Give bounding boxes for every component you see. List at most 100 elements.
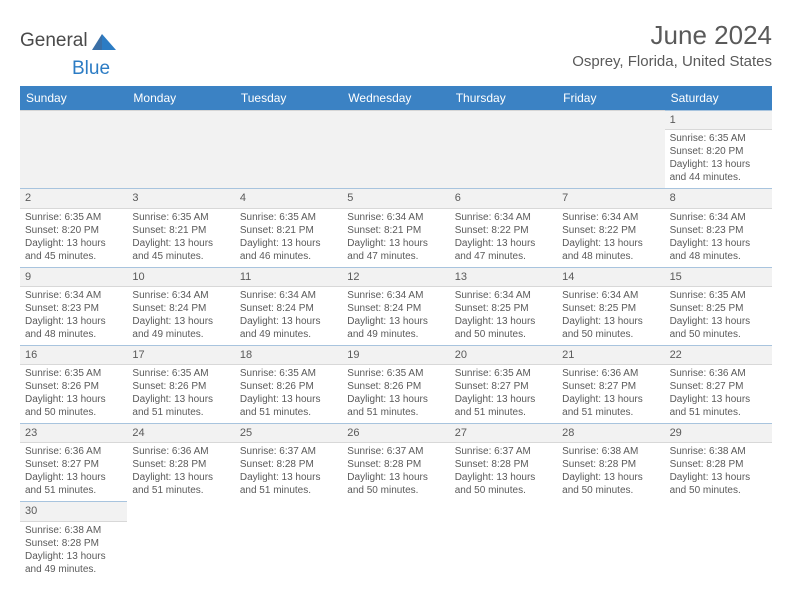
daylight-text: Daylight: 13 hours and 50 minutes. xyxy=(455,471,552,497)
calendar-day-cell: 13Sunrise: 6:34 AMSunset: 8:25 PMDayligh… xyxy=(450,267,557,345)
daylight-text: Daylight: 13 hours and 47 minutes. xyxy=(455,237,552,263)
daylight-text: Daylight: 13 hours and 48 minutes. xyxy=(25,315,122,341)
weekday-header: Wednesday xyxy=(342,86,449,110)
sunset-text: Sunset: 8:23 PM xyxy=(25,302,122,315)
calendar-row: 16Sunrise: 6:35 AMSunset: 8:26 PMDayligh… xyxy=(20,345,772,423)
sunset-text: Sunset: 8:21 PM xyxy=(347,224,444,237)
sunrise-text: Sunrise: 6:34 AM xyxy=(347,289,444,302)
daylight-text: Daylight: 13 hours and 51 minutes. xyxy=(240,471,337,497)
sunrise-text: Sunrise: 6:37 AM xyxy=(240,445,337,458)
daylight-text: Daylight: 13 hours and 51 minutes. xyxy=(347,393,444,419)
calendar-row: 9Sunrise: 6:34 AMSunset: 8:23 PMDaylight… xyxy=(20,267,772,345)
day-number: 2 xyxy=(20,189,127,208)
sunrise-text: Sunrise: 6:36 AM xyxy=(25,445,122,458)
calendar-empty-cell xyxy=(20,110,127,188)
daylight-text: Daylight: 13 hours and 51 minutes. xyxy=(562,393,659,419)
calendar-day-cell: 22Sunrise: 6:36 AMSunset: 8:27 PMDayligh… xyxy=(665,345,772,423)
calendar-empty-cell xyxy=(235,501,342,579)
day-number: 1 xyxy=(665,111,772,130)
day-number: 19 xyxy=(342,346,449,365)
sunrise-text: Sunrise: 6:35 AM xyxy=(240,211,337,224)
calendar-empty-cell xyxy=(127,110,234,188)
sunrise-text: Sunrise: 6:34 AM xyxy=(562,289,659,302)
sunset-text: Sunset: 8:27 PM xyxy=(562,380,659,393)
brand-name-1: General xyxy=(20,30,88,52)
day-number: 3 xyxy=(127,189,234,208)
day-number: 7 xyxy=(557,189,664,208)
title-block: June 2024 Osprey, Florida, United States xyxy=(572,20,772,70)
daylight-text: Daylight: 13 hours and 50 minutes. xyxy=(25,393,122,419)
calendar-header-row: SundayMondayTuesdayWednesdayThursdayFrid… xyxy=(20,86,772,110)
sunrise-text: Sunrise: 6:35 AM xyxy=(25,211,122,224)
calendar-day-cell: 14Sunrise: 6:34 AMSunset: 8:25 PMDayligh… xyxy=(557,267,664,345)
sunrise-text: Sunrise: 6:36 AM xyxy=(670,367,767,380)
day-number: 13 xyxy=(450,268,557,287)
calendar-day-cell: 21Sunrise: 6:36 AMSunset: 8:27 PMDayligh… xyxy=(557,345,664,423)
sunset-text: Sunset: 8:22 PM xyxy=(455,224,552,237)
daylight-text: Daylight: 13 hours and 51 minutes. xyxy=(455,393,552,419)
day-number: 14 xyxy=(557,268,664,287)
sunset-text: Sunset: 8:25 PM xyxy=(455,302,552,315)
sunrise-text: Sunrise: 6:34 AM xyxy=(240,289,337,302)
day-number: 29 xyxy=(665,424,772,443)
day-number: 20 xyxy=(450,346,557,365)
day-number: 10 xyxy=(127,268,234,287)
daylight-text: Daylight: 13 hours and 44 minutes. xyxy=(670,158,767,184)
calendar-empty-cell xyxy=(557,501,664,579)
sunrise-text: Sunrise: 6:37 AM xyxy=(347,445,444,458)
sunset-text: Sunset: 8:23 PM xyxy=(670,224,767,237)
sunset-text: Sunset: 8:28 PM xyxy=(347,458,444,471)
sunrise-text: Sunrise: 6:35 AM xyxy=(347,367,444,380)
day-number: 18 xyxy=(235,346,342,365)
sunrise-text: Sunrise: 6:34 AM xyxy=(670,211,767,224)
sunset-text: Sunset: 8:26 PM xyxy=(240,380,337,393)
day-number: 16 xyxy=(20,346,127,365)
calendar-row: 1Sunrise: 6:35 AMSunset: 8:20 PMDaylight… xyxy=(20,110,772,188)
sunset-text: Sunset: 8:20 PM xyxy=(25,224,122,237)
calendar-day-cell: 6Sunrise: 6:34 AMSunset: 8:22 PMDaylight… xyxy=(450,188,557,266)
calendar-day-cell: 1Sunrise: 6:35 AMSunset: 8:20 PMDaylight… xyxy=(665,110,772,188)
sunset-text: Sunset: 8:28 PM xyxy=(562,458,659,471)
weekday-header: Thursday xyxy=(450,86,557,110)
calendar-row: 23Sunrise: 6:36 AMSunset: 8:27 PMDayligh… xyxy=(20,423,772,501)
sunset-text: Sunset: 8:26 PM xyxy=(132,380,229,393)
day-number: 23 xyxy=(20,424,127,443)
sunset-text: Sunset: 8:28 PM xyxy=(132,458,229,471)
day-number: 11 xyxy=(235,268,342,287)
brand-logo: General xyxy=(20,30,118,52)
sunset-text: Sunset: 8:20 PM xyxy=(670,145,767,158)
daylight-text: Daylight: 13 hours and 51 minutes. xyxy=(132,471,229,497)
daylight-text: Daylight: 13 hours and 48 minutes. xyxy=(562,237,659,263)
calendar-empty-cell xyxy=(450,501,557,579)
weekday-header: Friday xyxy=(557,86,664,110)
daylight-text: Daylight: 13 hours and 45 minutes. xyxy=(132,237,229,263)
sunset-text: Sunset: 8:26 PM xyxy=(347,380,444,393)
calendar-day-cell: 4Sunrise: 6:35 AMSunset: 8:21 PMDaylight… xyxy=(235,188,342,266)
sunrise-text: Sunrise: 6:35 AM xyxy=(455,367,552,380)
sunset-text: Sunset: 8:26 PM xyxy=(25,380,122,393)
daylight-text: Daylight: 13 hours and 49 minutes. xyxy=(132,315,229,341)
calendar-day-cell: 9Sunrise: 6:34 AMSunset: 8:23 PMDaylight… xyxy=(20,267,127,345)
calendar-day-cell: 10Sunrise: 6:34 AMSunset: 8:24 PMDayligh… xyxy=(127,267,234,345)
calendar-day-cell: 12Sunrise: 6:34 AMSunset: 8:24 PMDayligh… xyxy=(342,267,449,345)
sunset-text: Sunset: 8:28 PM xyxy=(25,537,122,550)
sunset-text: Sunset: 8:21 PM xyxy=(240,224,337,237)
calendar-day-cell: 23Sunrise: 6:36 AMSunset: 8:27 PMDayligh… xyxy=(20,423,127,501)
weekday-header: Sunday xyxy=(20,86,127,110)
sunrise-text: Sunrise: 6:38 AM xyxy=(670,445,767,458)
daylight-text: Daylight: 13 hours and 51 minutes. xyxy=(670,393,767,419)
calendar-empty-cell xyxy=(127,501,234,579)
sunset-text: Sunset: 8:21 PM xyxy=(132,224,229,237)
daylight-text: Daylight: 13 hours and 50 minutes. xyxy=(670,315,767,341)
daylight-text: Daylight: 13 hours and 50 minutes. xyxy=(562,471,659,497)
calendar-day-cell: 2Sunrise: 6:35 AMSunset: 8:20 PMDaylight… xyxy=(20,188,127,266)
calendar-empty-cell xyxy=(665,501,772,579)
sunrise-text: Sunrise: 6:34 AM xyxy=(455,289,552,302)
sunset-text: Sunset: 8:25 PM xyxy=(670,302,767,315)
daylight-text: Daylight: 13 hours and 50 minutes. xyxy=(562,315,659,341)
calendar-day-cell: 16Sunrise: 6:35 AMSunset: 8:26 PMDayligh… xyxy=(20,345,127,423)
daylight-text: Daylight: 13 hours and 50 minutes. xyxy=(670,471,767,497)
weekday-header: Tuesday xyxy=(235,86,342,110)
day-number: 27 xyxy=(450,424,557,443)
calendar-day-cell: 7Sunrise: 6:34 AMSunset: 8:22 PMDaylight… xyxy=(557,188,664,266)
